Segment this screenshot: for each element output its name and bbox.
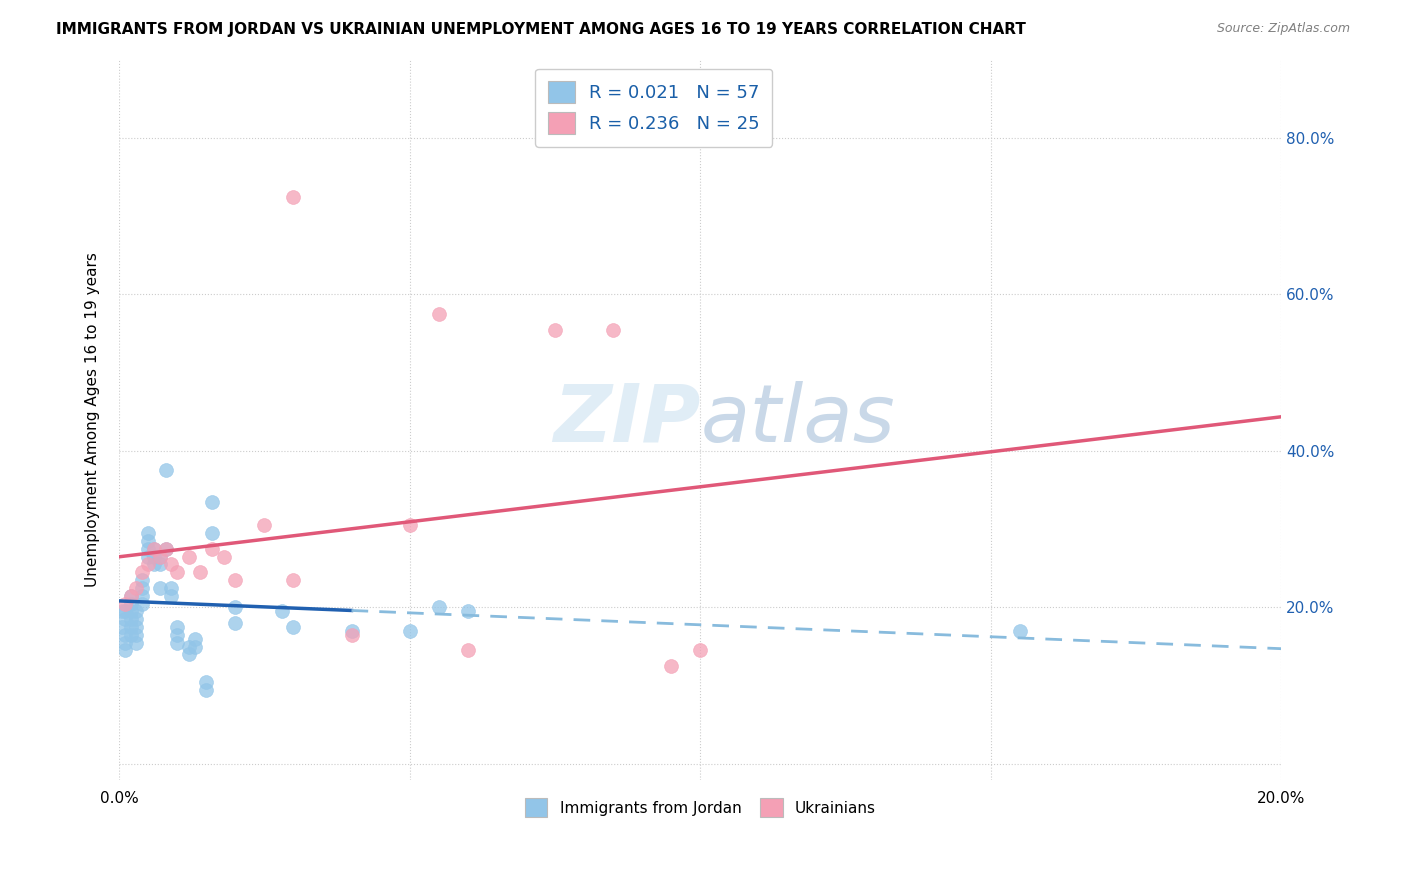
Point bbox=[131, 581, 153, 595]
Point bbox=[427, 307, 450, 321]
Point bbox=[136, 558, 159, 572]
Point bbox=[120, 589, 142, 603]
Point bbox=[602, 323, 624, 337]
Point bbox=[155, 541, 177, 556]
Point bbox=[224, 573, 246, 587]
Point bbox=[283, 189, 305, 203]
Text: atlas: atlas bbox=[700, 381, 896, 458]
Point bbox=[136, 533, 159, 548]
Point bbox=[283, 573, 305, 587]
Point bbox=[166, 565, 188, 579]
Point bbox=[195, 674, 218, 689]
Point bbox=[457, 604, 479, 618]
Point bbox=[142, 558, 165, 572]
Point bbox=[544, 323, 567, 337]
Point bbox=[166, 635, 188, 649]
Point bbox=[149, 549, 172, 564]
Point bbox=[125, 635, 148, 649]
Point bbox=[190, 565, 212, 579]
Point bbox=[166, 620, 188, 634]
Point bbox=[120, 589, 142, 603]
Point bbox=[689, 643, 711, 657]
Point bbox=[457, 643, 479, 657]
Point bbox=[149, 549, 172, 564]
Point bbox=[120, 620, 142, 634]
Text: IMMIGRANTS FROM JORDAN VS UKRAINIAN UNEMPLOYMENT AMONG AGES 16 TO 19 YEARS CORRE: IMMIGRANTS FROM JORDAN VS UKRAINIAN UNEM… bbox=[56, 22, 1026, 37]
Point bbox=[212, 549, 235, 564]
Point bbox=[270, 604, 292, 618]
Point bbox=[114, 635, 136, 649]
Point bbox=[142, 541, 165, 556]
Point bbox=[114, 628, 136, 642]
Point bbox=[183, 640, 205, 654]
Point bbox=[136, 526, 159, 541]
Point bbox=[125, 604, 148, 618]
Y-axis label: Unemployment Among Ages 16 to 19 years: Unemployment Among Ages 16 to 19 years bbox=[86, 252, 100, 587]
Point bbox=[224, 600, 246, 615]
Point bbox=[142, 549, 165, 564]
Point bbox=[177, 549, 200, 564]
Point bbox=[111, 620, 134, 634]
Point bbox=[136, 541, 159, 556]
Point bbox=[111, 604, 134, 618]
Legend: Immigrants from Jordan, Ukrainians: Immigrants from Jordan, Ukrainians bbox=[516, 789, 884, 826]
Point bbox=[398, 518, 420, 533]
Point bbox=[340, 628, 363, 642]
Point bbox=[253, 518, 276, 533]
Point bbox=[659, 659, 682, 673]
Point bbox=[142, 541, 165, 556]
Point bbox=[201, 495, 224, 509]
Point bbox=[131, 573, 153, 587]
Point bbox=[155, 541, 177, 556]
Point bbox=[114, 643, 136, 657]
Point bbox=[125, 581, 148, 595]
Point bbox=[114, 612, 136, 626]
Point bbox=[131, 597, 153, 611]
Point bbox=[131, 589, 153, 603]
Point bbox=[149, 581, 172, 595]
Point bbox=[120, 597, 142, 611]
Point bbox=[201, 541, 224, 556]
Point bbox=[114, 604, 136, 618]
Point bbox=[201, 526, 224, 541]
Point bbox=[183, 632, 205, 646]
Point bbox=[120, 604, 142, 618]
Point bbox=[166, 628, 188, 642]
Point bbox=[125, 628, 148, 642]
Point bbox=[283, 620, 305, 634]
Point bbox=[427, 600, 450, 615]
Point bbox=[1008, 624, 1031, 638]
Point bbox=[155, 463, 177, 477]
Point bbox=[160, 558, 183, 572]
Text: Source: ZipAtlas.com: Source: ZipAtlas.com bbox=[1216, 22, 1350, 36]
Point bbox=[125, 612, 148, 626]
Point bbox=[160, 581, 183, 595]
Point bbox=[224, 616, 246, 631]
Point bbox=[398, 624, 420, 638]
Point bbox=[340, 624, 363, 638]
Point bbox=[195, 682, 218, 697]
Point bbox=[177, 648, 200, 662]
Point bbox=[120, 628, 142, 642]
Point bbox=[177, 640, 200, 654]
Point bbox=[114, 597, 136, 611]
Text: ZIP: ZIP bbox=[553, 381, 700, 458]
Point bbox=[136, 549, 159, 564]
Point bbox=[160, 589, 183, 603]
Point bbox=[131, 565, 153, 579]
Point bbox=[149, 558, 172, 572]
Point bbox=[120, 612, 142, 626]
Point bbox=[125, 620, 148, 634]
